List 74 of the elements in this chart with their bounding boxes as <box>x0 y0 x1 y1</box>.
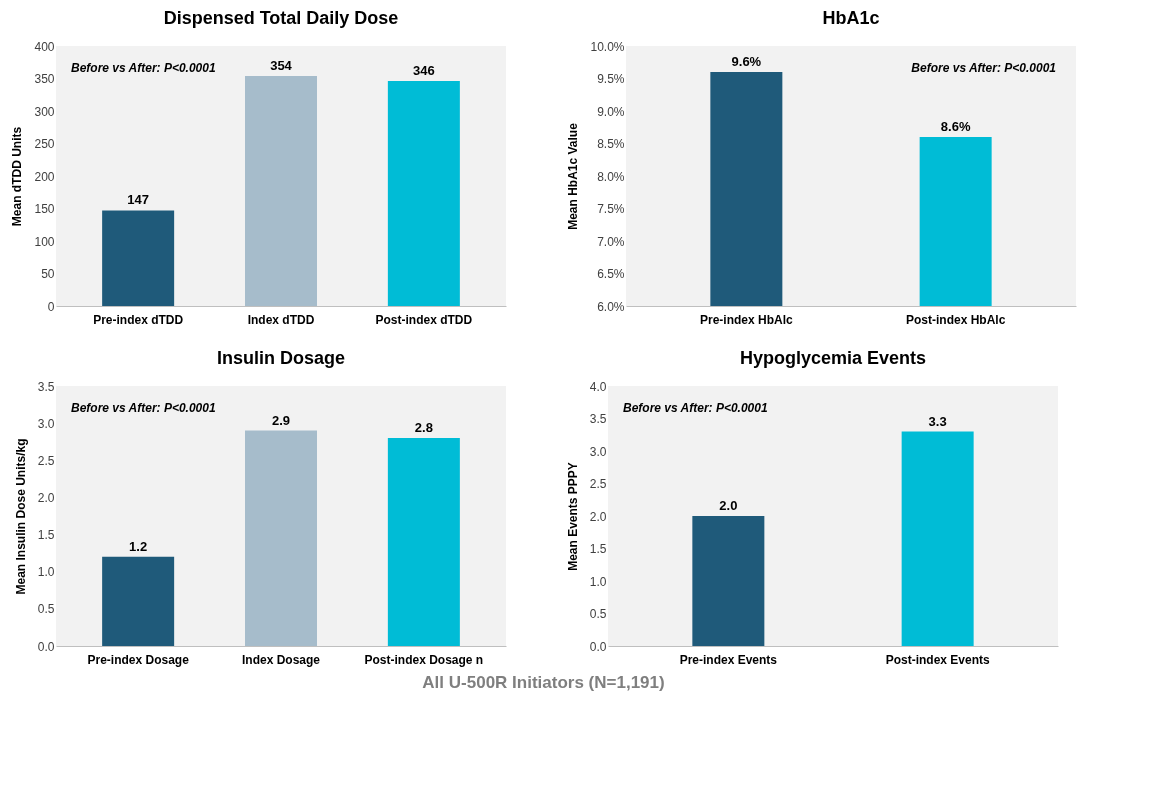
bar <box>387 81 460 306</box>
y-tick-label: 3.0 <box>589 444 607 459</box>
y-tick-label: 2.0 <box>589 509 607 524</box>
data-label: 9.6% <box>731 54 762 69</box>
x-tick-label: Post-index HbAlc <box>905 312 1006 327</box>
annotation: Before vs After: P<0.0001 <box>623 401 768 415</box>
y-tick-label: 0.5 <box>589 607 607 621</box>
data-label: 147 <box>127 192 149 208</box>
chart-title: Dispensed Total Daily Dose <box>163 8 399 28</box>
y-tick-label: 0.5 <box>37 602 55 617</box>
data-label: 2.9 <box>271 412 291 428</box>
y-tick-label: 8.5% <box>597 137 625 151</box>
y-tick-label: 3.0 <box>37 416 55 431</box>
y-tick-label: 1.5 <box>37 528 55 543</box>
data-label: 2.8 <box>414 420 433 435</box>
y-tick-label: 100 <box>34 234 55 249</box>
x-tick-label: Post-index Events <box>885 652 990 667</box>
annotation: Before vs After: P<0.0001 <box>71 61 216 75</box>
x-tick-label: Pre-index dTDD <box>93 312 184 327</box>
y-tick-label: 10.0% <box>590 39 625 54</box>
x-tick-label: Pre-index Dosage <box>87 652 190 667</box>
x-tick-label: Index dTDD <box>247 312 315 327</box>
data-label: 3.3 <box>928 413 947 429</box>
data-label: 8.6% <box>940 119 971 134</box>
x-tick-label: Pre-index HbAlc <box>700 312 794 327</box>
data-label: 354 <box>270 57 293 73</box>
chart-title: HbA1c <box>822 8 880 28</box>
y-tick-label: 6.5% <box>597 267 625 281</box>
text: All U-500R Initiators (N=1,191) <box>422 673 665 692</box>
x-tick-label: Post-index dTDD <box>375 312 473 327</box>
x-tick-label: Index Dosage <box>241 652 321 667</box>
y-tick-label: 350 <box>34 72 55 86</box>
y-tick-label: 150 <box>34 202 55 216</box>
y-tick-label: 1.0 <box>589 574 607 589</box>
data-label: 346 <box>413 63 435 79</box>
bar <box>245 75 317 306</box>
bar <box>102 210 175 306</box>
y-tick-label: 0 <box>47 299 55 314</box>
annotation: Before vs After: P<0.0001 <box>71 401 216 415</box>
y-axis-title: Mean HbA1c Value <box>566 122 581 230</box>
y-tick-label: 3.5 <box>589 412 607 426</box>
y-tick-label: 200 <box>34 169 55 184</box>
y-tick-label: 0.0 <box>37 639 55 654</box>
y-tick-label: 9.5% <box>597 72 625 86</box>
y-tick-label: 7.5% <box>597 202 625 216</box>
y-tick-label: 7.0% <box>597 234 625 249</box>
x-tick-label: Post-index Dosage n <box>364 652 484 667</box>
data-label: 2.0 <box>719 498 738 513</box>
y-tick-label: 50 <box>41 267 55 281</box>
y-tick-label: 2.5 <box>37 453 55 468</box>
y-tick-label: 1.0 <box>37 565 55 580</box>
y-tick-label: 2.0 <box>37 490 55 505</box>
chart-title: Insulin Dosage <box>216 348 346 368</box>
y-tick-label: 250 <box>34 137 55 151</box>
y-axis-title: Mean Events PPPY <box>565 462 580 571</box>
data-label: 1.2 <box>129 538 148 554</box>
bar <box>102 556 175 646</box>
y-tick-label: 300 <box>34 104 55 119</box>
bar <box>245 430 317 646</box>
y-tick-label: 6.0% <box>597 299 625 314</box>
bar <box>387 438 460 646</box>
y-tick-label: 0.0 <box>589 639 607 654</box>
chart-title: Hypoglycemia Events <box>739 348 927 368</box>
y-tick-label: 4.0 <box>589 379 607 394</box>
y-tick-label: 3.5 <box>37 379 55 394</box>
annotation: Before vs After: P<0.0001 <box>911 61 1057 75</box>
y-tick-label: 400 <box>34 39 55 54</box>
y-tick-label: 2.5 <box>589 477 607 491</box>
y-tick-label: 1.5 <box>589 542 607 556</box>
y-tick-label: 9.0% <box>597 104 625 119</box>
y-axis-title: Mean dTDD Units <box>10 126 25 227</box>
x-tick-label: Pre-index Events <box>679 652 778 667</box>
y-axis-title: Mean Insulin Dose Units/kg <box>13 438 28 595</box>
y-tick-label: 8.0% <box>597 169 625 184</box>
